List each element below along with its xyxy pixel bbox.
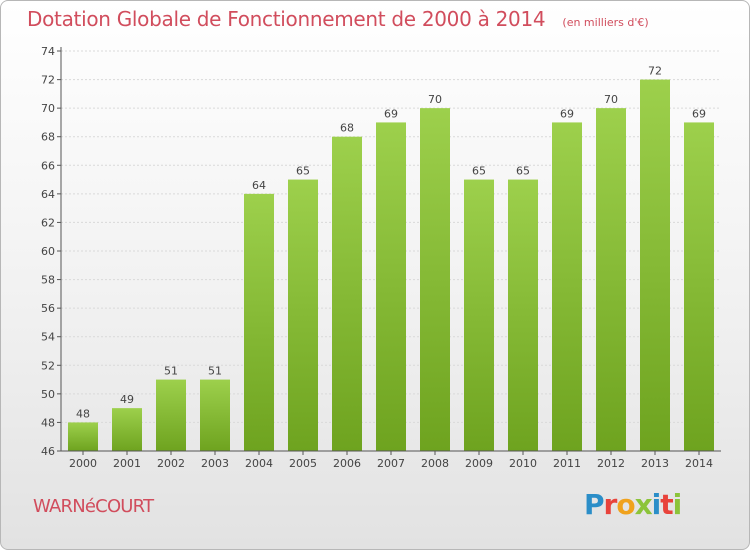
x-tick-label: 2007: [377, 457, 405, 470]
x-tick-label: 2001: [113, 457, 141, 470]
proxiti-logo: Proxiti: [584, 488, 683, 521]
data-label-2003: 51: [208, 365, 222, 378]
data-label-2006: 68: [340, 122, 354, 135]
data-label-2009: 65: [472, 165, 486, 178]
logo-letter: i: [672, 488, 683, 521]
data-label-2012: 70: [604, 93, 618, 106]
bar-2003: [200, 379, 230, 451]
x-tick-label: 2003: [201, 457, 229, 470]
data-label-2000: 48: [76, 407, 90, 420]
y-tick-label: 60: [41, 245, 55, 258]
data-label-2004: 64: [252, 179, 266, 192]
commune-name: WARNéCOURT: [33, 496, 154, 517]
data-label-2001: 49: [120, 393, 134, 406]
x-tick-label: 2013: [641, 457, 669, 470]
x-tick-label: 2010: [509, 457, 537, 470]
y-tick-label: 70: [41, 102, 55, 115]
x-tick-label: 2012: [597, 457, 625, 470]
bar-2012: [596, 108, 626, 452]
y-tick-label: 54: [41, 331, 55, 344]
y-tick-label: 64: [41, 188, 55, 201]
x-tick-label: 2000: [69, 457, 97, 470]
data-label-2007: 69: [384, 107, 398, 120]
y-tick-label: 72: [41, 74, 55, 87]
bar-2004: [244, 193, 274, 451]
bar-2006: [332, 136, 362, 451]
y-tick-label: 50: [41, 388, 55, 401]
y-tick-label: 56: [41, 302, 55, 315]
chart-title: Dotation Globale de Fonctionnement de 20…: [27, 7, 546, 31]
unit-label: (en milliers d'€): [562, 16, 649, 29]
x-tick-label: 2006: [333, 457, 361, 470]
x-tick-label: 2011: [553, 457, 581, 470]
y-tick-label: 66: [41, 159, 55, 172]
x-tick-label: 2014: [685, 457, 713, 470]
data-label-2011: 69: [560, 107, 574, 120]
data-label-2014: 69: [692, 107, 706, 120]
y-tick-label: 62: [41, 216, 55, 229]
data-label-2010: 65: [516, 165, 530, 178]
x-tick-label: 2002: [157, 457, 185, 470]
bar-2001: [112, 408, 142, 451]
data-label-2005: 65: [296, 165, 310, 178]
logo-letter: t: [660, 488, 673, 521]
data-label-2008: 70: [428, 93, 442, 106]
bar-2008: [420, 108, 450, 452]
x-tick-label: 2009: [465, 457, 493, 470]
bar-2014: [684, 122, 714, 451]
y-tick-label: 46: [41, 445, 55, 458]
bars: 48 49 51 51 64 65 68 69 70 65 65 69 70 72 69: [68, 65, 714, 452]
axes: 46 48 50 52 54 56 58 60 62 64 66 68 70 72 74 2000 2001 20…: [41, 45, 721, 470]
logo-letter: o: [616, 488, 635, 521]
data-label-2013: 72: [648, 65, 662, 78]
x-tick-label: 2008: [421, 457, 449, 470]
y-tick-label: 52: [41, 359, 55, 372]
x-tick-label: 2005: [289, 457, 317, 470]
logo-letter: r: [603, 488, 618, 521]
bar-2005: [288, 179, 318, 452]
bar-2000: [68, 422, 98, 451]
y-tick-label: 48: [41, 416, 55, 429]
bar-2013: [640, 79, 670, 452]
logo-letter: P: [584, 488, 605, 521]
title-row: Dotation Globale de Fonctionnement de 20…: [27, 7, 649, 31]
logo-letter: x: [634, 488, 653, 521]
bar-2007: [376, 122, 406, 451]
bar-2009: [464, 179, 494, 452]
y-tick-label: 68: [41, 131, 55, 144]
bar-2010: [508, 179, 538, 452]
bar-2002: [156, 379, 186, 451]
x-tick-label: 2004: [245, 457, 273, 470]
data-label-2002: 51: [164, 365, 178, 378]
y-tick-label: 58: [41, 274, 55, 287]
logo-letter: i: [651, 488, 662, 521]
y-tick-label: 74: [41, 45, 55, 58]
bar-2011: [552, 122, 582, 451]
